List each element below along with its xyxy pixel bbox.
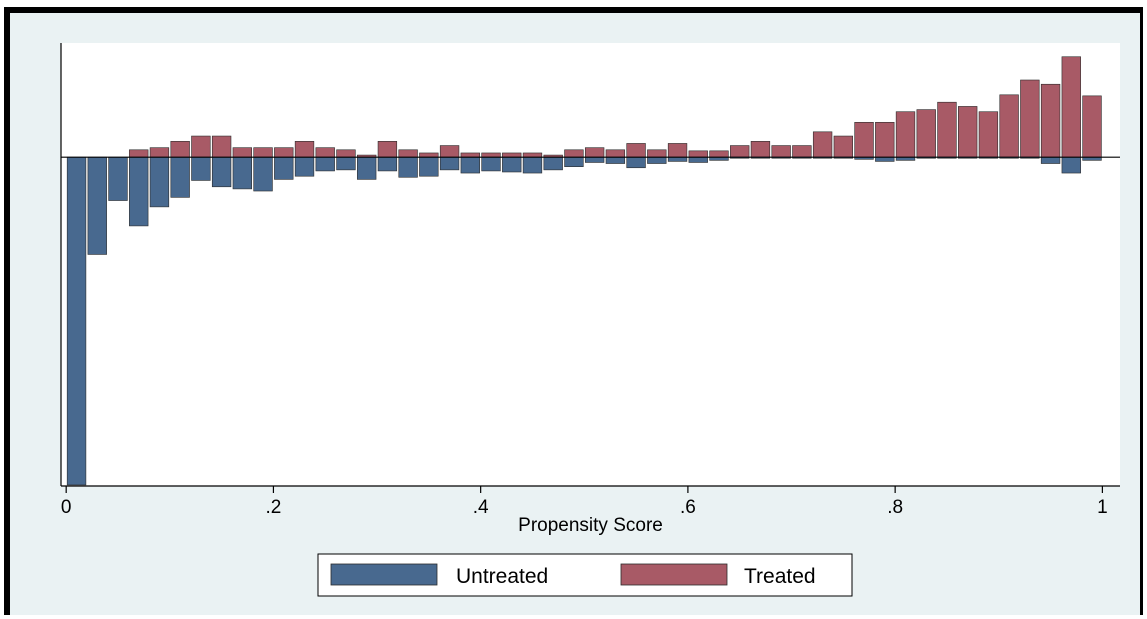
bar-untreated-30 [688, 156, 708, 163]
bar-treated-40 [895, 111, 916, 158]
bar-treated-15 [377, 141, 398, 158]
bar-treated-31 [709, 150, 729, 158]
bars-group [66, 56, 1102, 486]
bar-treated-21 [502, 152, 522, 158]
bar-untreated-26 [605, 156, 626, 164]
legend-swatch-treated [620, 563, 728, 586]
bar-treated-38 [854, 121, 874, 158]
x-tick-label-4: .8 [887, 497, 903, 518]
bar-treated-32 [730, 145, 750, 158]
bar-untreated-14 [357, 156, 377, 180]
bar-treated-3 [129, 149, 149, 158]
x-tick-label-1: .2 [265, 497, 281, 518]
bar-treated-6 [191, 135, 211, 158]
legend-label-untreated: Untreated [456, 565, 548, 588]
bar-untreated-7 [211, 156, 232, 188]
bar-treated-16 [398, 149, 418, 158]
bar-treated-20 [481, 152, 501, 158]
bar-untreated-5 [170, 156, 190, 198]
bar-treated-43 [958, 106, 978, 158]
bar-treated-47 [1040, 83, 1061, 158]
bar-treated-18 [439, 145, 460, 158]
propensity-score-histogram: 0 .2 .4 .6 .8 1 Propensity Score Untreated Tr… [60, 43, 1120, 597]
bar-untreated-3 [129, 156, 149, 227]
bar-treated-19 [460, 152, 480, 158]
bar-treated-11 [294, 141, 315, 158]
bar-treated-42 [937, 101, 957, 158]
bar-treated-30 [688, 150, 708, 158]
x-tick-label-3: .6 [680, 497, 696, 518]
bar-untreated-9 [253, 156, 273, 192]
bar-treated-27 [626, 143, 646, 158]
bar-untreated-25 [584, 156, 605, 163]
x-tick-label-5: 1 [1097, 497, 1108, 518]
bar-untreated-11 [294, 156, 315, 177]
bar-untreated-6 [191, 156, 211, 181]
legend-swatch-untreated [330, 563, 438, 586]
bar-untreated-28 [647, 156, 667, 164]
bar-untreated-10 [274, 156, 294, 180]
legend-label-treated: Treated [744, 565, 816, 588]
bar-treated-44 [978, 111, 999, 158]
bar-untreated-47 [1040, 156, 1061, 164]
bar-untreated-0 [66, 156, 87, 486]
x-axis-title: Propensity Score [518, 515, 663, 536]
bar-treated-22 [522, 152, 543, 158]
bar-untreated-29 [667, 156, 688, 162]
bar-untreated-39 [875, 156, 895, 162]
bar-treated-46 [1020, 79, 1040, 158]
bar-untreated-27 [626, 156, 646, 169]
x-axis-ticks: 0 .2 .4 .6 .8 1 [61, 486, 1108, 518]
bar-treated-13 [336, 149, 356, 158]
bar-treated-17 [419, 152, 439, 158]
bar-treated-41 [916, 109, 936, 158]
bar-untreated-13 [336, 156, 356, 171]
bar-treated-8 [232, 147, 252, 158]
bar-treated-49 [1082, 95, 1102, 158]
bar-treated-34 [771, 145, 791, 158]
bar-treated-29 [667, 143, 688, 158]
bar-treated-10 [274, 147, 294, 158]
bar-untreated-24 [564, 156, 584, 168]
bar-untreated-23 [543, 156, 563, 171]
bar-untreated-48 [1061, 156, 1081, 174]
bar-untreated-2 [108, 156, 128, 201]
x-tick-label-0: 0 [61, 497, 72, 518]
bar-treated-48 [1061, 56, 1081, 158]
bar-treated-37 [833, 135, 853, 158]
bar-untreated-20 [481, 156, 501, 172]
figure-frame: 0 .2 .4 .6 .8 1 Propensity Score Untreated Tr… [4, 7, 1143, 615]
bar-treated-36 [812, 131, 833, 158]
bar-untreated-12 [315, 156, 335, 172]
x-tick-label-2: .4 [473, 497, 489, 518]
bar-treated-35 [792, 145, 812, 158]
bar-treated-7 [211, 135, 232, 158]
bar-treated-28 [647, 149, 667, 158]
bar-untreated-21 [502, 156, 522, 173]
bar-treated-24 [564, 149, 584, 158]
bar-untreated-17 [419, 156, 439, 177]
bar-untreated-4 [149, 156, 170, 208]
bar-treated-4 [149, 147, 170, 158]
bar-treated-39 [875, 121, 895, 158]
bar-treated-26 [605, 149, 626, 158]
bar-untreated-18 [439, 156, 460, 171]
bar-treated-33 [750, 141, 771, 158]
bar-untreated-1 [87, 156, 107, 255]
legend: Untreated Treated [317, 553, 853, 597]
bar-untreated-16 [398, 156, 418, 178]
bar-treated-9 [253, 147, 273, 158]
bar-treated-25 [584, 147, 605, 158]
bar-untreated-8 [232, 156, 252, 190]
bar-untreated-22 [522, 156, 543, 174]
bar-treated-45 [999, 94, 1019, 158]
bar-treated-5 [170, 141, 190, 158]
bar-untreated-19 [460, 156, 480, 174]
bar-untreated-15 [377, 156, 398, 172]
bar-treated-12 [315, 147, 335, 158]
